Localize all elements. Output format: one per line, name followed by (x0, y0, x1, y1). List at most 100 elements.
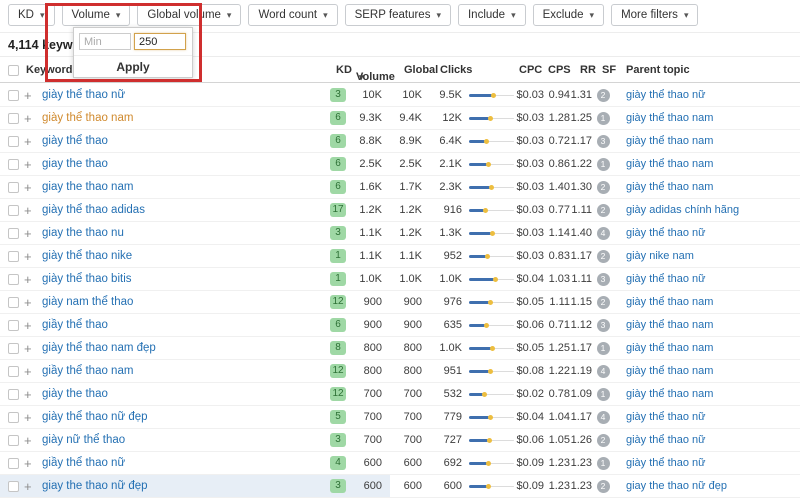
volume-value: 1.0K (359, 273, 382, 285)
row-checkbox[interactable] (8, 388, 19, 400)
filter-button-word-count[interactable]: Word count (248, 4, 338, 26)
parent-topic-link[interactable]: giày thể thao nữ (626, 457, 706, 469)
parent-topic-link[interactable]: giày nike nam (626, 250, 694, 262)
bar-dot-icon (488, 300, 494, 305)
parent-topic-link[interactable]: giày thể thao nam (626, 365, 714, 377)
clicks-distribution-bar (469, 414, 514, 421)
row-checkbox[interactable] (8, 227, 19, 239)
expand-plus-icon[interactable]: + (24, 179, 32, 195)
filter-button-exclude[interactable]: Exclude (532, 4, 605, 26)
filter-button-serp-features[interactable]: SERP features (344, 4, 451, 26)
parent-topic-link[interactable]: giày thể thao nam (626, 319, 714, 331)
cps-value: 1.14 (548, 227, 570, 239)
filter-button-include[interactable]: Include (457, 4, 526, 26)
keyword-link[interactable]: giày nữ thể thao (42, 434, 126, 446)
keyword-link[interactable]: giay the thao nu (42, 227, 124, 239)
expand-plus-icon[interactable]: + (24, 271, 32, 287)
row-checkbox[interactable] (8, 365, 19, 377)
parent-topic-link[interactable]: giày thể thao nữ (626, 434, 706, 446)
keyword-link[interactable]: giày the thao (42, 388, 108, 400)
clicks-distribution-bar (469, 276, 514, 283)
keyword-link[interactable]: giay the thao nam (42, 181, 134, 193)
table-row: + giày the thao 12 700 700 532 $0.02 0.7… (0, 383, 800, 406)
expand-plus-icon[interactable]: + (24, 294, 32, 310)
keyword-link[interactable]: giày thể thao adidas (42, 204, 145, 216)
parent-topic-link[interactable]: giày thể thao nam (626, 296, 714, 308)
keyword-link[interactable]: giày thể thao nam (42, 112, 134, 124)
keyword-link[interactable]: giay the thao nữ đẹp (42, 480, 148, 492)
select-all-checkbox[interactable] (8, 65, 19, 76)
clicks-value: 9.5K (439, 89, 462, 101)
parent-topic-link[interactable]: giày thể thao nam (626, 181, 714, 193)
row-checkbox[interactable] (8, 158, 19, 170)
row-checkbox[interactable] (8, 89, 19, 101)
row-checkbox[interactable] (8, 457, 19, 469)
expand-plus-icon[interactable]: + (24, 409, 32, 425)
expand-plus-icon[interactable]: + (24, 478, 32, 494)
serp-features-badge: 1 (596, 456, 610, 470)
expand-plus-icon[interactable]: + (24, 133, 32, 149)
parent-topic-link[interactable]: giày thể thao nữ (626, 89, 706, 101)
row-checkbox[interactable] (8, 250, 19, 262)
cps-value: 1.28 (548, 112, 570, 124)
keyword-link[interactable]: giày thể thao nữ (42, 89, 126, 101)
row-checkbox[interactable] (8, 296, 19, 308)
expand-plus-icon[interactable]: + (24, 248, 32, 264)
parent-topic-link[interactable]: giày thể thao nữ (626, 411, 706, 423)
filter-button-kd[interactable]: KD (8, 4, 55, 26)
parent-topic-link[interactable]: giày thể thao nam (626, 158, 714, 170)
keyword-link[interactable]: giày thể thao bitis (42, 273, 132, 285)
expand-plus-icon[interactable]: + (24, 317, 32, 333)
apply-button[interactable]: Apply (74, 56, 192, 78)
keyword-link[interactable]: giày thể thao nike (42, 250, 133, 262)
parent-topic-link[interactable]: giày thể thao nam (626, 135, 714, 147)
keyword-link[interactable]: giày thể thao (42, 135, 108, 147)
filter-button-more-filters[interactable]: More filters (611, 4, 699, 26)
row-checkbox[interactable] (8, 319, 19, 331)
expand-plus-icon[interactable]: + (24, 225, 32, 241)
volume-value: 700 (363, 411, 382, 423)
row-checkbox[interactable] (8, 434, 19, 446)
volume-min-input[interactable] (79, 33, 131, 50)
parent-topic-link[interactable]: giày thể thao nam (626, 388, 714, 400)
expand-plus-icon[interactable]: + (24, 87, 32, 103)
expand-plus-icon[interactable]: + (24, 432, 32, 448)
serp-features-badge: 2 (596, 203, 610, 217)
row-checkbox[interactable] (8, 135, 19, 147)
parent-topic-link[interactable]: giày thể thao nữ (626, 227, 706, 239)
filter-button-volume[interactable]: Volume (61, 4, 131, 26)
expand-plus-icon[interactable]: + (24, 110, 32, 126)
volume-value-input[interactable] (134, 33, 186, 50)
clicks-value: 1.0K (439, 273, 462, 285)
keyword-link[interactable]: giầy thể thao nữ (42, 457, 126, 469)
keyword-link[interactable]: giầy thể thao (42, 319, 108, 331)
parent-topic-link[interactable]: giày thể thao nữ (626, 273, 706, 285)
row-checkbox[interactable] (8, 112, 19, 124)
keyword-link[interactable]: giay the thao (42, 158, 108, 170)
parent-topic-link[interactable]: giày adidas chính hãng (626, 204, 740, 216)
filter-button-global-volume[interactable]: Global volume (137, 4, 242, 26)
expand-plus-icon[interactable]: + (24, 455, 32, 471)
row-checkbox[interactable] (8, 273, 19, 285)
row-checkbox[interactable] (8, 342, 19, 354)
parent-topic-link[interactable]: giay the thao nữ đẹp (626, 480, 727, 492)
row-checkbox[interactable] (8, 204, 19, 216)
expand-plus-icon[interactable]: + (24, 386, 32, 402)
expand-plus-icon[interactable]: + (24, 340, 32, 356)
keyword-link[interactable]: giày nam thể thao (42, 296, 134, 308)
row-checkbox[interactable] (8, 181, 19, 193)
row-checkbox[interactable] (8, 480, 19, 492)
parent-topic-link[interactable]: giày thể thao nam (626, 342, 714, 354)
expand-plus-icon[interactable]: + (24, 202, 32, 218)
keyword-link[interactable]: giày thể thao nam đẹp (42, 342, 156, 354)
expand-plus-icon[interactable]: + (24, 363, 32, 379)
header-clicks: Clicks (440, 64, 473, 76)
header-volume-label: Volume (356, 71, 395, 83)
cps-value: 0.94 (548, 89, 570, 101)
row-checkbox[interactable] (8, 411, 19, 423)
parent-topic-link[interactable]: giày thể thao nam (626, 112, 714, 124)
clicks-distribution-bar (469, 207, 514, 214)
expand-plus-icon[interactable]: + (24, 156, 32, 172)
keyword-link[interactable]: giầy thể thao nam (42, 365, 134, 377)
keyword-link[interactable]: giày thể thao nữ đẹp (42, 411, 148, 423)
